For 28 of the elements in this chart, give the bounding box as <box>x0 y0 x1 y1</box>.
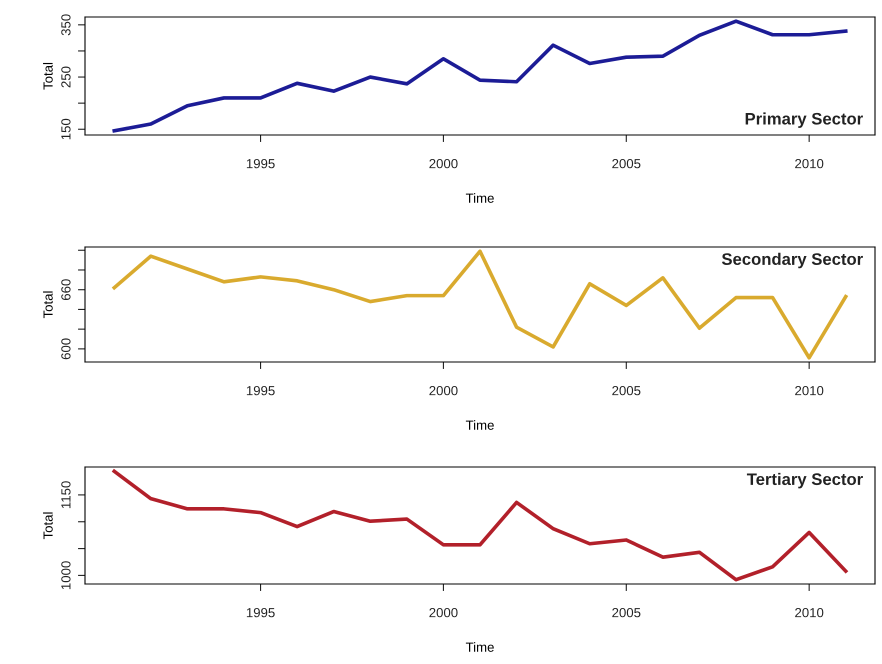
y-axis-title: Total <box>43 291 53 318</box>
text: Primary Sector <box>746 112 863 128</box>
y-axis-title: Total <box>43 512 53 540</box>
x-tick-label: 2010 <box>795 386 824 396</box>
x-tick-label: 2000 <box>429 386 458 396</box>
y-tick-label: 660 <box>61 279 71 300</box>
x-tick-label: 2005 <box>612 608 640 618</box>
x-tick-label: 2010 <box>795 608 824 618</box>
y-tick-label: 600 <box>61 338 71 360</box>
chart-title: Tertiary Sector <box>746 472 863 488</box>
x-tick-label: 2010 <box>795 158 824 168</box>
y-tick-label: 350 <box>61 14 71 36</box>
x-tick-label: 2000 <box>429 608 458 618</box>
y-tick-label: 1000 <box>61 561 71 590</box>
x-tick-label: 2005 <box>612 386 640 396</box>
y-tick-label: 150 <box>61 118 71 140</box>
x-tick-label: 1995 <box>246 386 275 396</box>
chart-title: Secondary Sector <box>722 252 863 268</box>
x-axis-title: Time <box>466 642 494 652</box>
x-tick-label: 1995 <box>246 608 275 618</box>
y-tick-label: 1150 <box>61 481 71 508</box>
x-axis-title: Time <box>466 193 494 203</box>
x-tick-label: 2000 <box>429 158 458 168</box>
x-tick-label: 1995 <box>246 158 275 168</box>
y-tick-label: 250 <box>61 66 71 88</box>
x-axis-title: Time <box>466 420 494 430</box>
x-tick-label: 2005 <box>612 158 640 168</box>
y-axis-title: Total <box>43 62 53 90</box>
